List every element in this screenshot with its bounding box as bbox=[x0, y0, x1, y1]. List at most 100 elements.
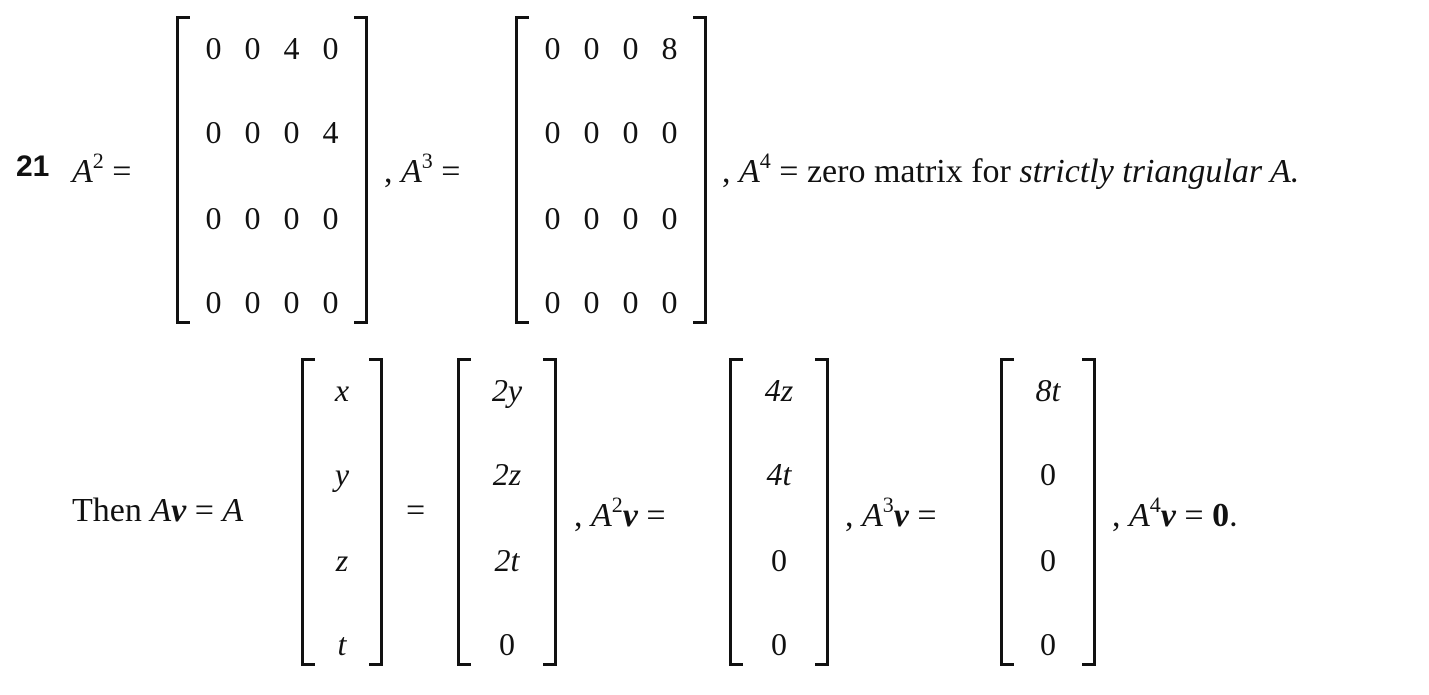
a4v-A: A bbox=[1129, 497, 1150, 534]
a2-equals: = bbox=[112, 153, 132, 190]
matrix-cell: 0 bbox=[244, 114, 261, 150]
a3v-equals: = bbox=[917, 497, 937, 534]
vector-cell: z bbox=[335, 542, 349, 578]
av-A: A bbox=[150, 492, 172, 529]
left-bracket bbox=[729, 358, 743, 666]
matrix-cell: 0 bbox=[283, 114, 300, 150]
zero-vector: 0 bbox=[1212, 497, 1230, 534]
matrix-cell: 0 bbox=[322, 30, 339, 66]
matrix-cell: 8 bbox=[661, 30, 678, 66]
matrix-cell: 0 bbox=[283, 200, 300, 236]
av-A-rhs: A bbox=[222, 492, 244, 529]
a4-equals: = bbox=[779, 153, 799, 190]
av-equals: = bbox=[194, 492, 214, 529]
a3-exponent: 3 bbox=[421, 148, 433, 173]
a3v-v: v bbox=[893, 497, 909, 534]
period: . bbox=[1229, 497, 1238, 534]
matrix-cell: 0 bbox=[244, 200, 261, 236]
vector-cell: 0 bbox=[499, 626, 515, 662]
matrix-cell: 0 bbox=[583, 284, 600, 320]
problem-number: 21 bbox=[16, 150, 50, 183]
right-bracket bbox=[543, 358, 557, 666]
matrix-cell: 0 bbox=[622, 200, 639, 236]
matrix-cell: 0 bbox=[583, 200, 600, 236]
then-text: Then bbox=[72, 492, 151, 529]
a2v-exponent: 2 bbox=[611, 492, 623, 517]
a4-statement: , A4 = zero matrix for strictly triangul… bbox=[722, 148, 1299, 191]
matrix-cell: 0 bbox=[205, 200, 222, 236]
vector-v: x y z t bbox=[301, 358, 383, 666]
matrix-cell: 0 bbox=[544, 284, 561, 320]
matrix-cell: 0 bbox=[244, 284, 261, 320]
a4v-v: v bbox=[1160, 497, 1176, 534]
vector-cell: y bbox=[334, 456, 350, 492]
tail-end: A. bbox=[1262, 153, 1300, 190]
vector-av: 2y 2z 2t 0 bbox=[457, 358, 557, 666]
right-bracket bbox=[693, 16, 707, 324]
matrix-cell: 0 bbox=[205, 114, 222, 150]
equals-av: = bbox=[406, 492, 426, 529]
matrix-cell: 0 bbox=[661, 200, 678, 236]
vector-cell: 4z bbox=[764, 372, 794, 408]
av-v: v bbox=[171, 492, 187, 529]
comma: , bbox=[1112, 497, 1121, 534]
comma: , bbox=[845, 497, 854, 534]
left-bracket bbox=[515, 16, 529, 324]
a3-symbol: A bbox=[401, 153, 422, 190]
vector-cell: x bbox=[334, 372, 350, 408]
a4-symbol: A bbox=[739, 153, 760, 190]
a2v-A: A bbox=[591, 497, 612, 534]
matrix-cell: 0 bbox=[205, 30, 222, 66]
vector-cell: 2z bbox=[492, 456, 522, 492]
matrix-cell: 0 bbox=[244, 30, 261, 66]
a4-exponent: 4 bbox=[759, 148, 771, 173]
matrix-cell: 0 bbox=[583, 30, 600, 66]
vector-cell: 8t bbox=[1035, 372, 1061, 408]
vector-cell: 0 bbox=[1040, 542, 1056, 578]
vector-cell: 2t bbox=[494, 542, 520, 578]
a4v-exponent: 4 bbox=[1149, 492, 1161, 517]
matrix-cell: 0 bbox=[322, 284, 339, 320]
left-bracket bbox=[176, 16, 190, 324]
matrix-cell: 0 bbox=[661, 284, 678, 320]
matrix-cell: 0 bbox=[622, 30, 639, 66]
matrix-cell: 0 bbox=[583, 114, 600, 150]
a3v-label: , A3v = bbox=[845, 492, 937, 535]
matrix-cell: 0 bbox=[622, 284, 639, 320]
matrix-cell: 0 bbox=[544, 114, 561, 150]
right-bracket bbox=[815, 358, 829, 666]
a2-label: A2 = bbox=[72, 148, 131, 191]
matrix-cell: 0 bbox=[622, 114, 639, 150]
comma: , bbox=[384, 153, 393, 190]
vector-cell: 0 bbox=[771, 626, 787, 662]
a3v-exponent: 3 bbox=[882, 492, 894, 517]
tail-text: zero matrix for bbox=[806, 153, 1020, 190]
left-bracket bbox=[301, 358, 315, 666]
vector-cell: 0 bbox=[771, 542, 787, 578]
matrix-cell: 0 bbox=[283, 284, 300, 320]
a3-label: , A3 = bbox=[384, 148, 460, 191]
vector-cell: 4t bbox=[766, 456, 792, 492]
a4v-equals: = bbox=[1184, 497, 1204, 534]
a4v-label: , A4v = 0. bbox=[1112, 492, 1238, 535]
then-av-label: Then Av = A bbox=[72, 492, 243, 530]
vector-cell: 0 bbox=[1040, 456, 1056, 492]
matrix-cell: 4 bbox=[322, 114, 339, 150]
vector-cell: t bbox=[337, 626, 347, 662]
a2v-v: v bbox=[622, 497, 638, 534]
a3-equals: = bbox=[441, 153, 461, 190]
a2v-equals: = bbox=[646, 497, 666, 534]
left-bracket bbox=[1000, 358, 1014, 666]
right-bracket bbox=[1082, 358, 1096, 666]
matrix-cell: 4 bbox=[283, 30, 300, 66]
matrix-cell: 0 bbox=[661, 114, 678, 150]
comma: , bbox=[722, 153, 731, 190]
